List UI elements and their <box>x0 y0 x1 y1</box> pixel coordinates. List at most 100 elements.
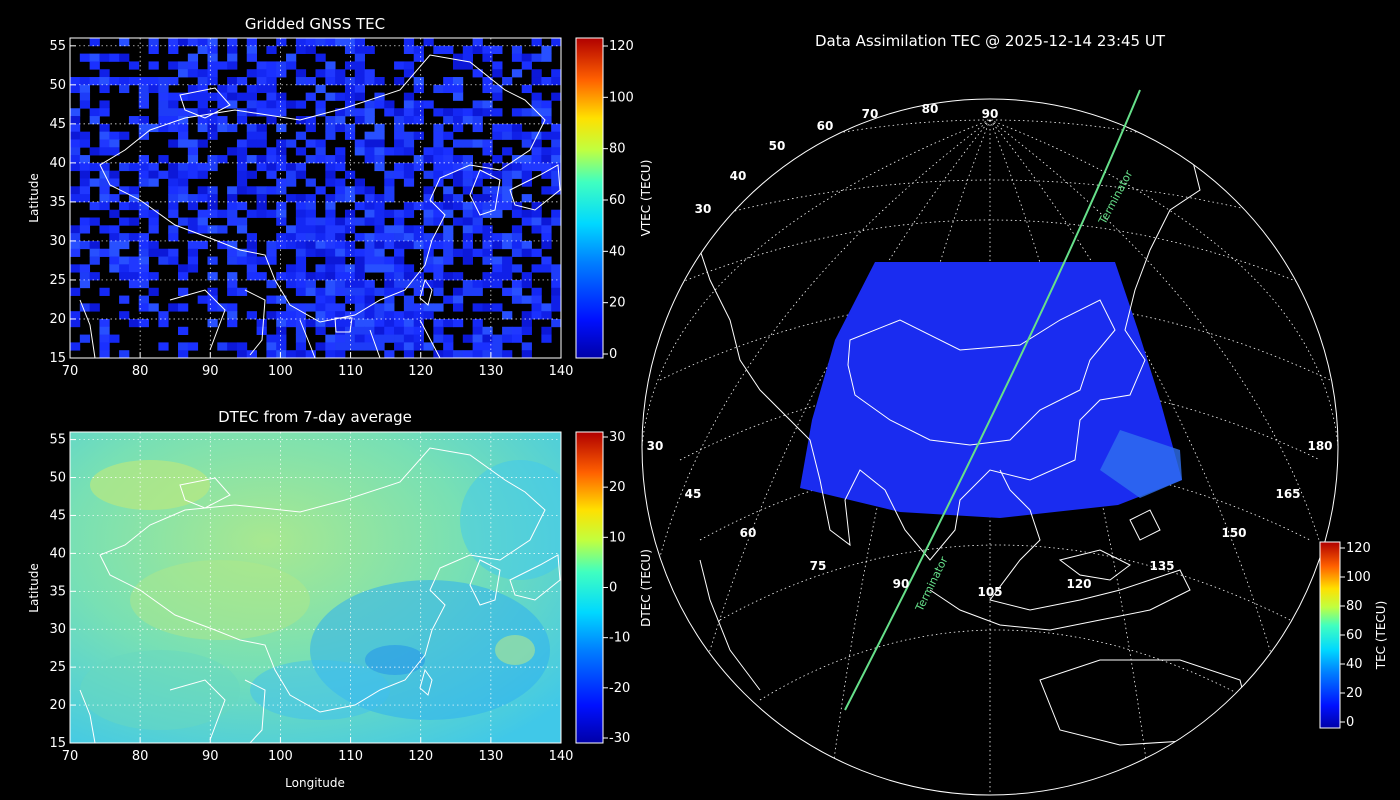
tec-cell <box>325 92 336 101</box>
tec-cell <box>394 123 405 133</box>
tec-cell <box>276 209 287 218</box>
tec-cell <box>364 108 375 117</box>
tec-cell <box>335 318 346 328</box>
tec-cell <box>384 147 395 156</box>
tec-cell <box>138 256 149 265</box>
tec-cell <box>266 295 277 304</box>
tec-cell <box>276 147 287 156</box>
tec-cell <box>354 311 365 320</box>
tec-cell <box>256 155 267 164</box>
tec-cell <box>364 131 375 140</box>
tec-cell <box>325 240 336 250</box>
tec-cell <box>492 233 503 242</box>
tec-cell <box>178 92 189 101</box>
tec-cell <box>187 194 199 203</box>
tec-cell <box>502 334 513 343</box>
tec-cell <box>315 272 326 281</box>
tec-cell <box>433 108 444 117</box>
tec-cell <box>354 233 365 242</box>
tec-cell <box>541 162 552 172</box>
tec-cell <box>423 342 434 351</box>
tec-cell <box>168 116 179 125</box>
tec-cell <box>335 233 346 242</box>
tec-cell <box>286 311 297 320</box>
tec-cell <box>354 303 365 312</box>
tec-cell <box>354 217 365 226</box>
tec-cell <box>335 108 346 117</box>
tec-cell <box>207 108 218 117</box>
tec-cell <box>394 209 405 218</box>
tec-cell <box>374 100 385 109</box>
tec-cell <box>511 162 523 172</box>
tec-cell <box>178 194 189 203</box>
tec-cell <box>394 147 405 156</box>
y-tick-label: 50 <box>49 78 66 93</box>
tec-cell <box>148 38 159 47</box>
tec-cell <box>423 311 434 320</box>
tec-cell <box>413 131 424 140</box>
tec-cell <box>354 77 365 86</box>
tec-cell <box>187 201 199 211</box>
tec-cell <box>305 287 316 296</box>
dtec-colorbar-label: DTEC (TECU) <box>639 549 653 627</box>
tec-cell <box>178 61 189 70</box>
tec-cell <box>79 279 91 289</box>
tec-cell <box>531 248 542 257</box>
x-tick-label: 70 <box>62 749 79 764</box>
tec-cell <box>462 139 474 148</box>
tec-cell <box>217 240 228 250</box>
tec-cell <box>276 178 287 187</box>
tec-cell <box>521 170 532 179</box>
tec-cell <box>276 162 287 172</box>
tec-cell <box>197 92 208 101</box>
tec-cell <box>433 256 444 265</box>
tec-cell <box>394 256 405 265</box>
tec-cell <box>364 77 375 86</box>
tec-cell <box>70 162 81 172</box>
tec-cell <box>394 334 405 343</box>
tec-cell <box>138 240 149 250</box>
tec-cell <box>256 100 267 109</box>
tec-cell <box>99 342 110 351</box>
tec-cell <box>443 225 454 234</box>
y-tick-label: 15 <box>49 351 66 366</box>
tec-cell <box>384 303 395 312</box>
lat-label-30-upper: 30 <box>695 202 712 216</box>
tec-cell <box>315 264 326 273</box>
tec-cell <box>246 240 257 250</box>
tec-cell <box>364 248 375 257</box>
tec-cell <box>502 201 513 211</box>
tec-cell <box>325 38 336 47</box>
tec-cell <box>99 123 110 133</box>
tec-cell <box>236 287 248 296</box>
tec-cell <box>178 303 189 312</box>
tec-cell <box>276 350 287 358</box>
tec-cell <box>79 100 91 109</box>
tec-cell <box>197 108 208 117</box>
tec-cell <box>394 217 405 226</box>
colorbar-tick-label: 100 <box>1346 570 1371 585</box>
tec-cell <box>462 170 474 179</box>
tec-cell <box>433 287 444 296</box>
tec-cell <box>403 116 415 125</box>
tec-cell <box>521 178 532 187</box>
tec-cell <box>502 131 513 140</box>
tec-cell <box>325 318 336 328</box>
tec-cell <box>148 303 159 312</box>
tec-cell <box>325 303 336 312</box>
tec-cell <box>394 318 405 328</box>
tec-cell <box>70 108 81 117</box>
tec-cell <box>168 139 179 148</box>
tec-cell <box>443 84 454 94</box>
tec-cell <box>433 147 444 156</box>
tec-cell <box>138 155 149 164</box>
tec-cell <box>511 69 523 78</box>
tec-cell <box>197 123 208 133</box>
tec-cell <box>531 287 542 296</box>
tec-cell <box>403 303 415 312</box>
tec-cell <box>413 201 424 211</box>
y-tick-label: 50 <box>49 471 66 486</box>
dtec-title: DTEC from 7-day average <box>218 408 412 426</box>
tec-cell <box>266 279 277 289</box>
tec-cell <box>187 217 199 226</box>
